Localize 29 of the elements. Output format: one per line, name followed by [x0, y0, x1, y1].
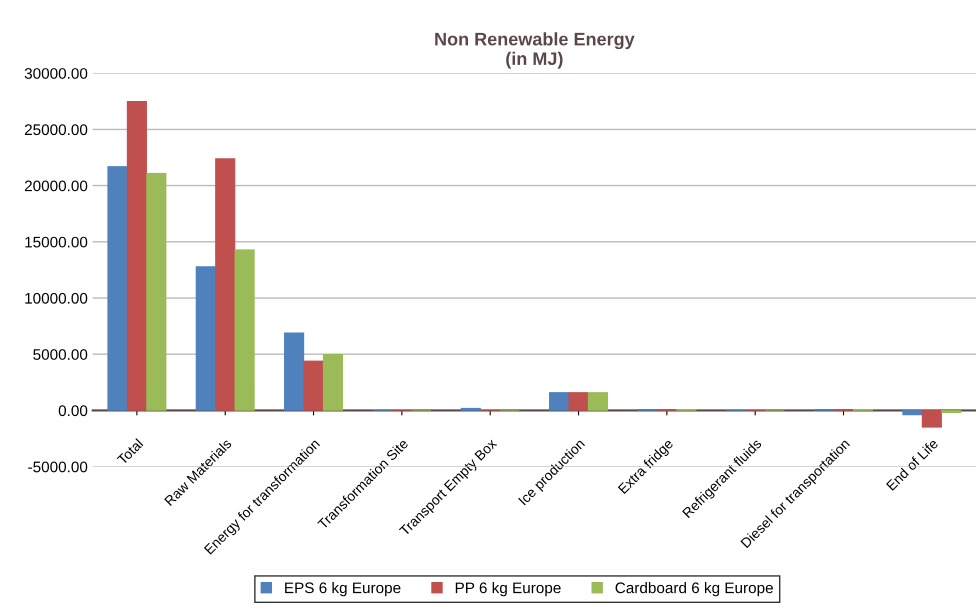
bar: [941, 410, 962, 414]
bar: [284, 332, 304, 411]
bar: [107, 166, 128, 411]
bar: [588, 392, 608, 411]
bar: [549, 392, 570, 411]
y-tick-label: -5000.00: [28, 462, 88, 472]
y-tick-label: 10000.00: [25, 292, 88, 304]
bar: [126, 100, 147, 411]
bar: [234, 249, 255, 411]
bar: [215, 158, 236, 411]
y-tick-label: 15000.00: [25, 236, 88, 248]
bar: [146, 172, 166, 411]
bar: [568, 392, 589, 411]
bar: [922, 410, 942, 428]
bar: [303, 360, 324, 411]
legend-label: Cardboard 6 kg Europe: [616, 582, 773, 596]
bar: [322, 354, 344, 411]
y-tick-label: 30000.00: [24, 68, 88, 79]
y-tick-label: 20000.00: [24, 180, 88, 192]
bar: [196, 266, 216, 411]
bar: [460, 408, 481, 411]
legend-label: PP 6 kg Europe: [456, 582, 561, 596]
legend-label: EPS 6 kg Europe: [285, 582, 400, 596]
y-tick-label: 25000.00: [24, 124, 88, 136]
bar: [902, 410, 922, 416]
chart-title: Non Renewable Energy (in MJ): [435, 32, 635, 69]
y-tick-label: 5000.00: [33, 349, 88, 360]
x-tick-label: End of Life: [886, 438, 939, 491]
y-tick-label: 0.00: [58, 405, 88, 416]
